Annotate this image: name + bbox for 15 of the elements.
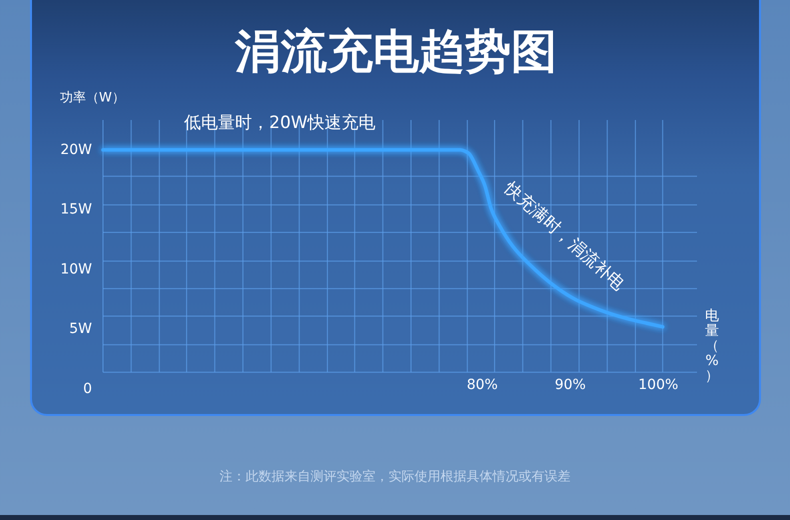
y-tick-label: 15W xyxy=(60,202,92,218)
y-tick-label: 5W xyxy=(69,321,92,338)
x-tick-label: 90% xyxy=(554,377,586,393)
y-tick-label: 20W xyxy=(60,142,92,158)
text: 注：此数据来自测评实验室，实际使用根据具体情况或有误差 xyxy=(220,468,570,484)
y-axis-title: 功率（W） xyxy=(60,90,125,106)
x-tick-label: 80% xyxy=(466,377,498,393)
x-axis-title: 电量（%） xyxy=(705,308,719,384)
y-tick-label: 0 xyxy=(83,381,92,397)
annotation: 低电量时，20W快速充电 xyxy=(184,112,376,133)
annotation: 快充满时，涓流补电 xyxy=(500,178,628,295)
y-tick-label: 10W xyxy=(60,261,92,278)
x-tick-label: 100% xyxy=(638,377,678,393)
line-series xyxy=(101,148,664,329)
chart-title: 涓流充电趋势图 xyxy=(234,24,557,78)
